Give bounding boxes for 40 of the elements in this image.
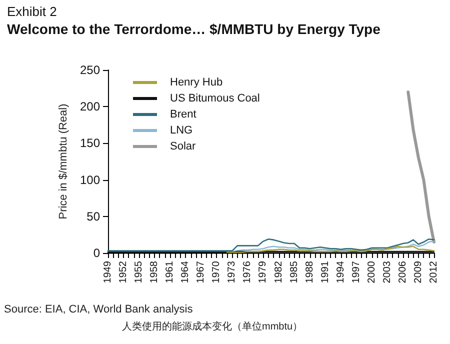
x-tick-label: 1985 [288,260,300,284]
x-tick-label: 1973 [226,260,238,284]
x-tick-label: 1994 [335,260,346,284]
chart-title: Exhibit 2 [7,4,57,19]
x-tick-label: 1967 [196,260,207,284]
legend-label: LNG [170,124,193,136]
x-tick-label: 2003 [382,260,393,284]
y-tick-label: 50 [86,209,100,224]
y-tick-label: 0 [93,246,100,260]
y-tick-label: 150 [80,136,100,150]
line-series [406,90,436,244]
x-tick-label: 1979 [258,260,269,284]
x-tick-label: 2009 [412,260,424,284]
x-tick-label: 2000 [366,260,378,284]
x-tick-label: 1997 [350,260,362,284]
x-tick-label: 2012 [428,260,440,284]
y-axis-title: Price in $/mmbtu (Real) [58,104,70,220]
legend-label: Brent [170,108,196,120]
x-tick-label: 1958 [149,260,160,284]
x-tick-label: 1955 [134,260,145,284]
x-tick-label: 1949 [102,260,114,284]
y-tick-label: 200 [80,100,100,114]
source-note: Source: EIA, CIA, World Bank analysis [4,304,194,316]
x-tick-label: 1988 [304,260,316,284]
x-tick-label: 1964 [180,260,192,284]
x-tick-label: 1961 [164,260,176,284]
x-tick-label: 2006 [397,260,408,284]
x-tick-label: 1976 [242,260,254,284]
text: 人类使用的能源成本变化（单位mmbtu） [122,320,303,332]
x-tick-label: 1952 [118,260,130,284]
y-tick-label: 250 [80,63,100,77]
legend-label: Henry Hub [170,76,223,88]
line-series [107,238,435,252]
x-tick-label: 1991 [320,260,331,284]
y-tick-label: 100 [80,172,100,187]
x-tick-label: 1982 [273,260,284,284]
chart-subtitle: Welcome to the Terrordome… $/MMBTU by Energy Type [7,21,381,37]
legend-label: Solar [170,140,196,152]
x-tick-label: 1970 [211,260,222,284]
legend-label: US Bitumous Coal [170,92,260,104]
